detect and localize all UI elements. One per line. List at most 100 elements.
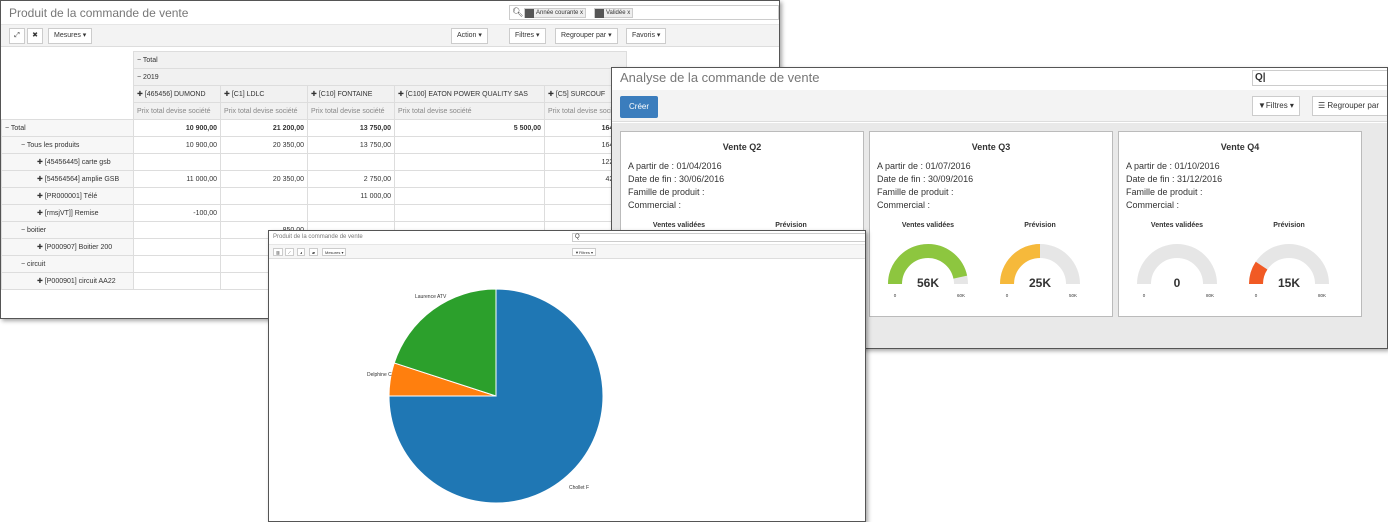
row-label: [P000907] Boitier 200	[44, 244, 113, 251]
pivot-cell[interactable]	[133, 153, 221, 171]
pivot-cell[interactable]: 5 500,00	[394, 119, 545, 137]
search-icon: Q|	[1255, 72, 1266, 83]
pivot-search-input[interactable]: 🔍︎ Année courante x Validée x	[509, 5, 779, 20]
measures-button[interactable]: Mesures ▾	[48, 28, 93, 44]
pivot-cell[interactable]: 2 750,00	[307, 170, 395, 188]
pivot-col-year[interactable]: − 2019	[133, 68, 627, 86]
pivot-cell[interactable]: 11 000,00	[307, 187, 395, 205]
pivot-col-header[interactable]: ✚ [C1] LDLC	[220, 85, 308, 103]
graph-filters-button[interactable]: ▼Filtres ▾	[572, 248, 596, 256]
stack-icon[interactable]: ▰	[309, 248, 319, 256]
pivot-col-total[interactable]: − Total	[133, 51, 627, 69]
pivot-cell[interactable]: 10 900,00	[133, 136, 221, 154]
pivot-cell[interactable]	[307, 153, 395, 171]
bar-chart-icon[interactable]: ▥	[273, 248, 283, 256]
expand-icon[interactable]: ⤢	[9, 28, 25, 44]
col-header-label: [C1] LDLC	[231, 91, 265, 98]
gauge-label-validated: Ventes validées	[1150, 222, 1204, 229]
pivot-col-header[interactable]: ✚ [C10] FONTAINE	[307, 85, 395, 103]
gauge-min: 0	[1006, 293, 1009, 298]
group-by-button[interactable]: Regrouper par ▾	[555, 28, 618, 44]
measure-header: Prix total devise société	[307, 102, 395, 120]
pivot-toolbar: ⤢ ✖ Mesures ▾ Action ▾ Filtres ▾ Regroup…	[1, 25, 779, 47]
pivot-cell[interactable]	[394, 187, 545, 205]
collapse-row-icon: −	[21, 260, 28, 268]
action-button[interactable]: Action ▾	[451, 28, 488, 44]
row-label: [45456445] carte gsb	[44, 159, 111, 166]
pivot-cell[interactable]: 10 900,00	[133, 119, 221, 137]
pivot-row-header[interactable]: ✚ [rmsjVT]] Remise	[1, 204, 134, 222]
gauge-value: 56K	[917, 276, 939, 290]
dashboard-titlebar: Analyse de la commande de vente Q|	[612, 68, 1387, 92]
expand-row-icon: ✚	[37, 193, 45, 200]
pivot-cell[interactable]	[133, 187, 221, 205]
pivot-row-header[interactable]: ✚ [P000901] circuit AA22	[1, 272, 134, 290]
pivot-cell[interactable]	[307, 204, 395, 222]
line-chart-icon[interactable]: ⟋	[285, 248, 294, 256]
graph-search-input[interactable]: Q	[572, 233, 865, 242]
pivot-cell[interactable]	[133, 272, 221, 290]
collapse-row-icon: −	[21, 141, 27, 149]
pivot-titlebar: Produit de la commande de vente 🔍︎ Année…	[1, 1, 779, 25]
facet-current-year[interactable]: Année courante x	[524, 8, 587, 18]
pivot-cell[interactable]: 13 750,00	[307, 119, 395, 137]
pivot-cell[interactable]	[394, 136, 545, 154]
flip-axis-icon[interactable]: ✖	[27, 28, 43, 44]
pivot-cell[interactable]	[133, 238, 221, 256]
facet-label: Validée	[606, 10, 626, 16]
pivot-col-header[interactable]: ✚ [C100] EATON POWER QUALITY SAS	[394, 85, 545, 103]
dashboard-card[interactable]: Vente Q4 A partir de : 01/10/2016 Date de …	[1118, 131, 1362, 317]
pivot-cell[interactable]: 20 350,00	[220, 136, 308, 154]
pivot-row-header[interactable]: − Tous les produits	[1, 136, 134, 154]
pivot-cell[interactable]	[394, 170, 545, 188]
dashboard-group-button[interactable]: ☰ Regrouper par	[1312, 96, 1387, 116]
filter-icon	[525, 9, 534, 18]
facet-validated[interactable]: Validée x	[594, 8, 634, 18]
pivot-cell[interactable]	[394, 204, 545, 222]
create-button[interactable]: Créer	[620, 96, 659, 118]
pivot-row-header[interactable]: − boitier	[1, 221, 134, 239]
pivot-row-header[interactable]: − circuit	[1, 255, 134, 273]
measure-header: Prix total devise société	[394, 102, 545, 120]
collapse-row-icon: −	[21, 226, 28, 234]
gauge-value: 25K	[1029, 276, 1051, 290]
favorites-button[interactable]: Favoris ▾	[626, 28, 667, 44]
pie-slice[interactable]	[393, 288, 497, 397]
dashboard-card[interactable]: Vente Q3 A partir de : 01/07/2016 Date de …	[869, 131, 1113, 317]
graph-titlebar: Produit de la commande de vente Q	[269, 231, 865, 245]
dashboard-search-input[interactable]: Q|	[1252, 70, 1387, 86]
pivot-cell[interactable]	[394, 153, 545, 171]
list-icon: ☰	[1318, 101, 1328, 110]
card-commercial: Commercial :	[877, 200, 931, 210]
row-label: [P000901] circuit AA22	[44, 278, 116, 285]
pivot-cell[interactable]: 21 200,00	[220, 119, 308, 137]
pivot-col-header[interactable]: ✚ [465456] DUMOND	[133, 85, 221, 103]
pivot-cell[interactable]	[220, 204, 308, 222]
dashboard-filters-button[interactable]: ▼Filtres ▾	[1252, 96, 1300, 116]
pivot-cell[interactable]: 20 350,00	[220, 170, 308, 188]
dashboard-title: Analyse de la commande de vente	[620, 70, 820, 85]
card-family: Famille de produit :	[877, 187, 954, 197]
pivot-row-header[interactable]: − Total	[1, 119, 134, 137]
pivot-cell[interactable]	[220, 153, 308, 171]
pivot-row-header[interactable]: ✚ [45456445] carte gsb	[1, 153, 134, 171]
pivot-cell[interactable]	[220, 187, 308, 205]
pivot-cell[interactable]	[133, 221, 221, 239]
pivot-cell[interactable]	[133, 255, 221, 273]
gauge-min: 0	[1255, 293, 1258, 298]
pivot-cell[interactable]: 11 000,00	[133, 170, 221, 188]
filters-button[interactable]: Filtres ▾	[509, 28, 546, 44]
card-family: Famille de produit :	[628, 187, 705, 197]
row-label: Total	[10, 124, 26, 132]
graph-measures-button[interactable]: Mesures ▾	[322, 248, 347, 256]
pivot-row-header[interactable]: ✚ [P000907] Boitier 200	[1, 238, 134, 256]
gauge-value: 15K	[1278, 276, 1300, 290]
pivot-row: ✚ [54564564] amplie GSB 11 000,00 20 350,0…	[1, 170, 627, 188]
pivot-cell[interactable]: -100,00	[133, 204, 221, 222]
pie-chart-icon[interactable]: ◕	[297, 248, 306, 256]
pivot-row-header[interactable]: ✚ [PR000001] Télé	[1, 187, 134, 205]
pivot-cell[interactable]: 13 750,00	[307, 136, 395, 154]
pivot-row-header[interactable]: ✚ [54564564] amplie GSB	[1, 170, 134, 188]
pie-slice[interactable]	[388, 288, 604, 504]
